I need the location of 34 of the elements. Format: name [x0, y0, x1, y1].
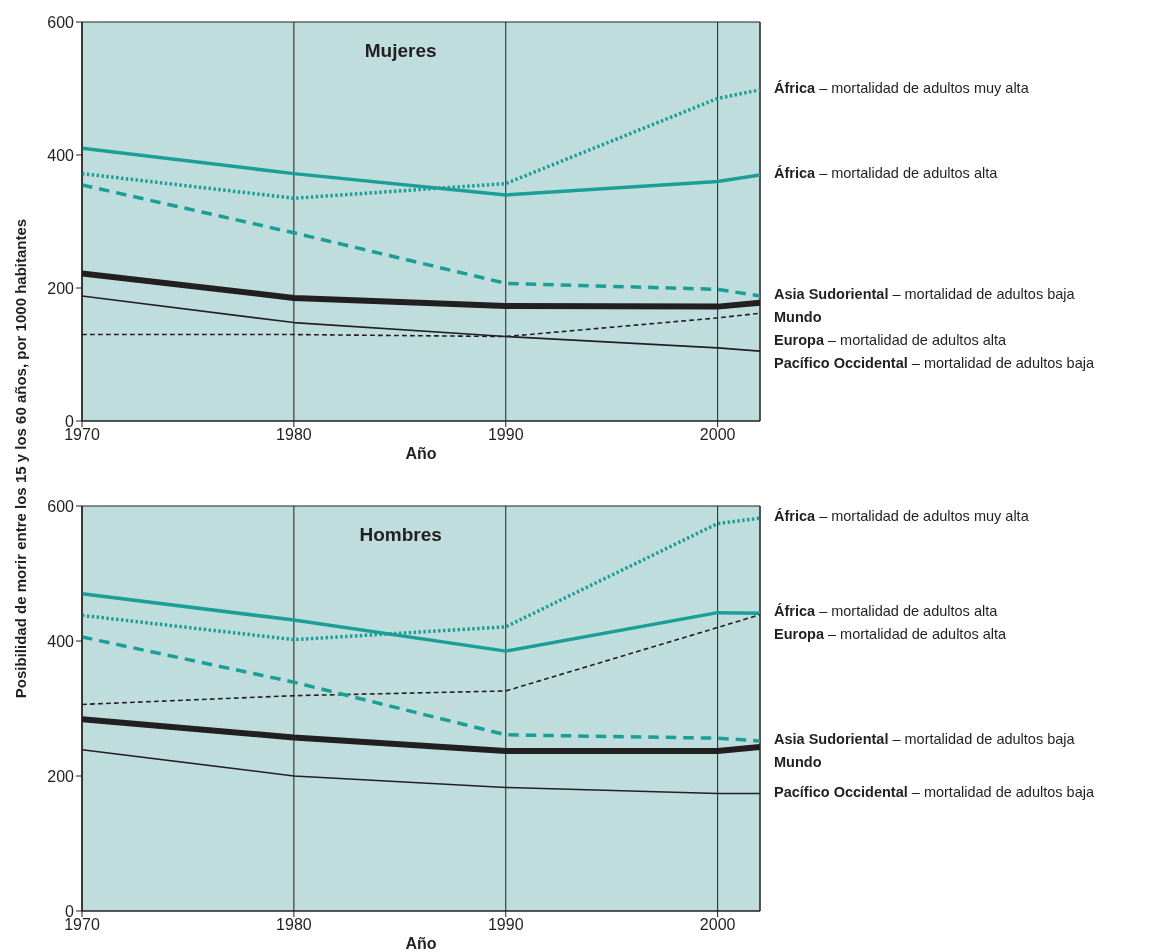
series-label: Europa – mortalidad de adultos alta [774, 626, 1007, 643]
series-label: Asia Sudoriental – mortalidad de adultos baja [774, 730, 1075, 747]
series-label: Pacífico Occidental – mortalidad de adultos baja [774, 354, 1094, 371]
series-label: Europa – mortalidad de adultos alta [774, 331, 1007, 348]
x-tick-label: 1980 [276, 426, 312, 444]
y-tick-label: 400 [47, 632, 75, 650]
text: Hombres [359, 524, 442, 546]
series-label: África – mortalidad de adultos alta [774, 603, 998, 620]
series-label: Asia Sudoriental – mortalidad de adultos baja [774, 285, 1075, 302]
x-axis-title: Año [405, 935, 437, 952]
x-tick-label: 1970 [64, 426, 100, 444]
y-tick-label: 600 [47, 13, 75, 31]
x-tick-label: 1990 [487, 426, 524, 444]
line-series [82, 88, 760, 200]
y-axis-title: Posibilidad de morir entre los 15 y los 60 años, por 1000 habitantes [12, 218, 30, 698]
x-tick-label: 2000 [699, 916, 736, 934]
x-tick-label: 2000 [699, 426, 736, 444]
y-tick-label: 200 [47, 767, 75, 785]
y-tick-label: 400 [47, 146, 75, 164]
series-label: África – mortalidad de adultos alta [774, 164, 998, 181]
y-tick-label: 200 [47, 279, 75, 297]
text: Mujeres [364, 40, 437, 62]
x-tick-label: 1970 [64, 916, 100, 934]
series-label: África – mortalidad de adultos muy alta [774, 79, 1029, 96]
x-tick-label: 1990 [487, 916, 524, 934]
series-label: Mundo [774, 308, 822, 325]
line-series [82, 183, 760, 298]
series-label: Pacífico Occidental – mortalidad de adultos baja [774, 783, 1094, 800]
series-label: Mundo [774, 753, 822, 770]
y-tick-label: 600 [47, 497, 75, 515]
x-tick-label: 1980 [276, 916, 312, 934]
series-label: África – mortalidad de adultos muy alta [774, 508, 1029, 525]
line-series [82, 635, 760, 743]
x-axis-title: Año [405, 445, 437, 462]
